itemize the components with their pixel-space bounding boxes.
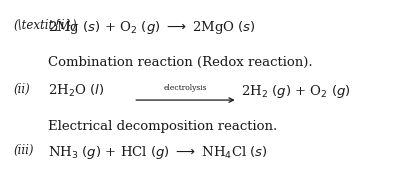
Text: Combination reaction (Redox reaction).: Combination reaction (Redox reaction). xyxy=(48,56,313,69)
Text: Electrical decomposition reaction.: Electrical decomposition reaction. xyxy=(48,120,278,133)
Text: (\textit{i}): (\textit{i}) xyxy=(13,19,77,32)
Text: (iii): (iii) xyxy=(13,144,34,157)
Text: 2Mg $(s)$ + O$_2$ $(g)$ $\longrightarrow$ 2MgO $(s)$: 2Mg $(s)$ + O$_2$ $(g)$ $\longrightarrow… xyxy=(48,19,256,36)
Text: (ii): (ii) xyxy=(13,83,30,96)
Text: NH$_3$ $(g)$ + HCl $(g)$ $\longrightarrow$ NH$_4$Cl $(s)$: NH$_3$ $(g)$ + HCl $(g)$ $\longrightarro… xyxy=(48,144,268,161)
Text: electrolysis: electrolysis xyxy=(164,84,207,92)
Text: 2H$_2$O $(\mathit{l})$: 2H$_2$O $(\mathit{l})$ xyxy=(48,83,105,99)
Text: 2H$_2$ $(g)$ + O$_2$ $(g)$: 2H$_2$ $(g)$ + O$_2$ $(g)$ xyxy=(242,83,351,100)
